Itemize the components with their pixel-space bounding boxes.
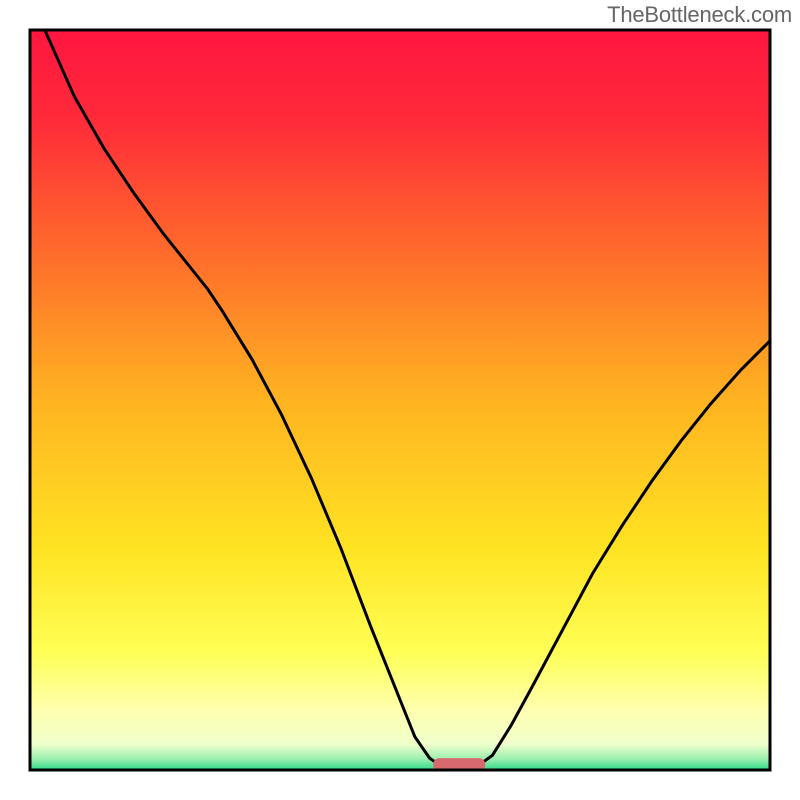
- watermark-text: TheBottleneck.com: [607, 2, 792, 28]
- plot-background: [30, 30, 770, 770]
- chart-container: TheBottleneck.com: [0, 0, 800, 800]
- bottleneck-chart: [0, 0, 800, 800]
